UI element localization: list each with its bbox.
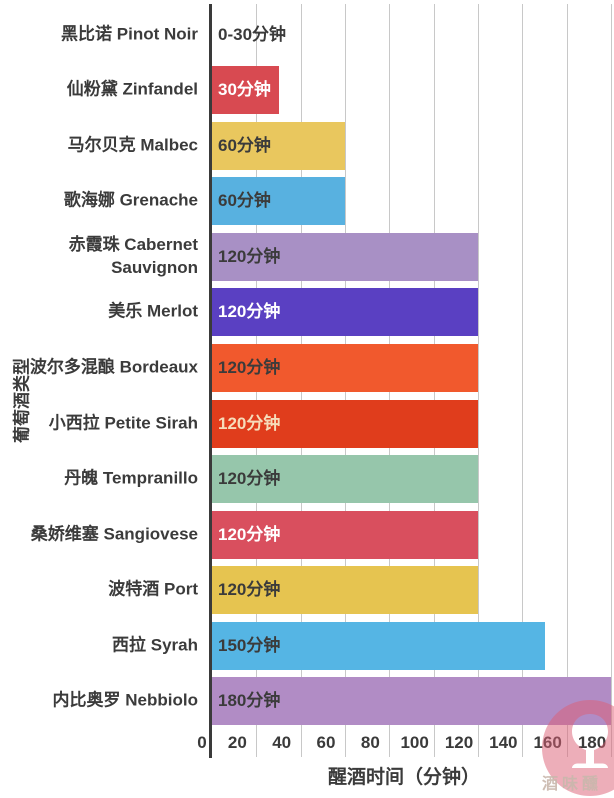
bar-value-label: 120分钟 [218, 302, 281, 322]
category-label: 内比奥罗 Nebbiolo [52, 690, 198, 710]
category-label: 桑娇维塞 Sangiovese [30, 524, 198, 544]
y-axis-title: 葡萄酒类型 [12, 358, 32, 443]
bar-value-label: 120分钟 [218, 358, 281, 378]
bar [212, 121, 345, 170]
chart-row: 美乐 Merlot 120分钟 [0, 285, 614, 341]
x-tick-label-140: 140 [489, 733, 518, 752]
chart-row: 波特酒 Port 120分钟 [0, 562, 614, 618]
category-label: 波尔多混酿 Bordeaux [29, 357, 198, 377]
bar [212, 621, 545, 670]
bar [212, 399, 478, 448]
chart-row: 内比奥罗 Nebbiolo 180分钟 [0, 673, 614, 729]
bar-value-label: 60分钟 [218, 135, 271, 155]
bar [212, 232, 478, 281]
gridline-x-180 [611, 4, 612, 757]
bar-value-label: 120分钟 [218, 524, 281, 544]
bar [212, 455, 478, 504]
category-label: 黑比诺 Pinot Noir [61, 24, 198, 44]
chart-row: 桑娇维塞 Sangiovese 120分钟 [0, 507, 614, 563]
chart-row: 歌海娜 Grenache 60分钟 [0, 174, 614, 230]
category-label: 赤霞珠 Cabernet Sauvignon [68, 234, 198, 277]
category-label: 歌海娜 Grenache [63, 190, 198, 210]
x-tick-label-120: 120 [444, 733, 474, 752]
bar-value-label: 150分钟 [218, 635, 281, 655]
bar [212, 677, 611, 726]
category-label: 仙粉黛 Zinfandel [66, 79, 198, 99]
bar [212, 66, 279, 115]
gridline-x-140 [522, 4, 524, 757]
chart-row: 仙粉黛 Zinfandel 30分钟 [0, 63, 614, 119]
x-tick-label-80: 80 [360, 733, 380, 752]
chart-row: 马尔贝克 Malbec 60分钟 [0, 118, 614, 174]
x-axis-title: 醒酒时间（分钟） [327, 767, 481, 788]
x-tick-label-60: 60 [316, 733, 336, 752]
bar-value-label: 120分钟 [218, 246, 281, 266]
bar-value-label: 120分钟 [218, 580, 281, 600]
bar [212, 288, 478, 337]
y-axis-line [209, 4, 212, 758]
x-tick-label-180: 180 [577, 733, 607, 752]
chart-row: 小西拉 Petite Sirah 120分钟 [0, 396, 614, 452]
category-label: 美乐 Merlot [108, 301, 198, 321]
watermark-text: 酒味醺 [542, 776, 603, 793]
chart-row: 黑比诺 Pinot Noir 0-30分钟 [0, 7, 614, 63]
bar-value-label: 30分钟 [218, 80, 271, 100]
bar [212, 566, 478, 615]
category-label: 波特酒 Port [108, 579, 198, 599]
category-label: 丹魄 Tempranillo [64, 468, 198, 488]
bar-value-label: 120分钟 [218, 469, 281, 489]
chart-row: 赤霞珠 Cabernet Sauvignon 120分钟 [0, 229, 614, 285]
bar [212, 344, 478, 393]
x-tick-label-0: 0 [197, 733, 207, 752]
chart-row: 丹魄 Tempranillo 120分钟 [0, 451, 614, 507]
category-label: 西拉 Syrah [112, 635, 198, 655]
bar [212, 510, 478, 559]
chart-row: 波尔多混酿 Bordeaux 120分钟 [0, 340, 614, 396]
gridline-x-120 [478, 4, 479, 757]
chart-row: 西拉 Syrah 150分钟 [0, 618, 614, 674]
bar-value-label: 180分钟 [218, 691, 281, 711]
gridline-x-160 [566, 4, 568, 757]
bar-value-label: 120分钟 [218, 413, 281, 433]
wine-glass-logo-watermark-icon [542, 700, 614, 796]
category-label: 小西拉 Petite Sirah [48, 413, 198, 433]
x-tick-label-20: 20 [227, 733, 247, 752]
category-label: 马尔贝克 Malbec [67, 135, 198, 155]
bar-value-label: 60分钟 [218, 191, 271, 211]
x-tick-label-40: 40 [272, 733, 292, 752]
bar [212, 177, 345, 226]
bar-value-label: 0-30分钟 [218, 24, 287, 44]
x-tick-label-100: 100 [400, 733, 429, 752]
